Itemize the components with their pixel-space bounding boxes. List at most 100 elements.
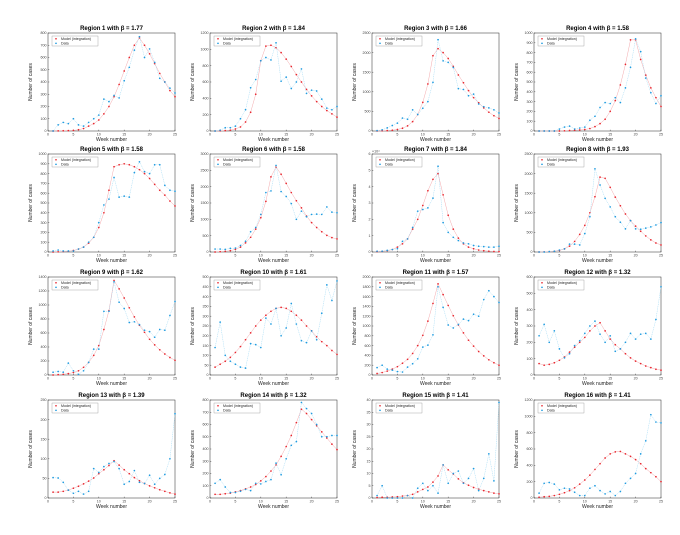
y-tick-label: 0: [45, 496, 47, 500]
x-axis-label: Week number: [582, 137, 613, 143]
data-point: [381, 250, 384, 253]
y-tick-label: 1200: [363, 314, 371, 318]
x-tick-label: 5: [558, 133, 560, 137]
model-point: [493, 492, 495, 494]
data-point: [148, 474, 151, 477]
model-point: [644, 467, 647, 470]
legend-box: [51, 35, 99, 47]
model-point: [158, 72, 161, 75]
legend-data-label: Data: [385, 409, 393, 413]
subplot-7: 0 5 10 15 20 25 0 1 2 3 4 5 6×10⁴ Region 7 with β = 1…: [352, 147, 501, 264]
model-point: [331, 443, 333, 445]
subplot-9: 0 5 10 15 20 25 0 200 400 600 800 1000 1200 1400 Regio…: [28, 270, 177, 387]
data-point: [52, 250, 54, 252]
model-point: [103, 468, 105, 471]
x-tick-label: 5: [396, 254, 398, 258]
data-point: [97, 221, 100, 224]
model-point: [77, 369, 80, 372]
data-point: [143, 56, 146, 59]
y-tick-label: 800: [365, 334, 371, 338]
y-tick-label: 450: [203, 285, 209, 289]
y-tick-label: 3000: [201, 152, 209, 156]
data-point: [108, 462, 110, 465]
data-point: [113, 460, 115, 463]
data-point: [487, 289, 490, 292]
subplot-14: 0 5 10 15 20 25 0 100 200 300 400 500 600 700 800 Regio…: [190, 393, 339, 510]
model-point: [153, 183, 156, 186]
subplot-16: 0 5 10 15 20 25 0 200 400 600 800 1000 1200 Region 16…: [514, 393, 663, 510]
model-point: [259, 480, 262, 482]
data-point: [305, 92, 308, 95]
data-point: [472, 244, 475, 247]
data-point: [325, 283, 328, 286]
legend-data-label: Data: [385, 286, 393, 290]
y-tick-label: 1000: [201, 48, 209, 52]
data-point: [113, 281, 115, 283]
model-point: [447, 304, 450, 307]
model-point: [285, 58, 288, 60]
data-point: [558, 348, 561, 350]
data-point: [224, 126, 227, 129]
model-point: [300, 81, 303, 83]
data-point: [442, 59, 444, 62]
data-point: [634, 38, 637, 40]
model-point: [265, 314, 267, 317]
y-tick-label: 2500: [363, 31, 371, 35]
data-point: [224, 486, 227, 488]
data-point: [583, 494, 586, 497]
model-point: [619, 84, 622, 86]
data-point: [421, 482, 424, 485]
model-point: [563, 129, 566, 132]
legend-model-label: Model (integration): [547, 404, 577, 408]
legend-model-label: Model (integration): [223, 37, 253, 41]
data-point: [103, 310, 105, 313]
model-point: [97, 472, 100, 475]
data-point: [62, 371, 65, 374]
model-point: [143, 172, 146, 175]
legend-model-marker: [55, 158, 57, 161]
data-point: [401, 117, 404, 119]
x-tick-label: 20: [634, 133, 638, 137]
model-point: [67, 372, 70, 375]
data-point: [609, 334, 612, 337]
model-point: [97, 226, 100, 229]
model-point: [325, 109, 328, 112]
model-point: [558, 359, 561, 362]
data-point: [452, 66, 455, 69]
model-point: [498, 364, 500, 367]
model-point: [174, 95, 176, 98]
model-point: [386, 370, 389, 372]
x-tick-label: 25: [659, 500, 663, 504]
y-tick-label: 50: [43, 477, 47, 481]
data-point: [538, 251, 540, 253]
y-tick-label: 400: [527, 90, 533, 94]
model-point: [447, 214, 450, 217]
model-point: [472, 96, 475, 99]
model-point: [148, 338, 151, 341]
y-axis-label: Number of cases: [352, 307, 358, 345]
model-point: [589, 474, 591, 476]
y-tick-label: 0: [531, 373, 533, 377]
y-tick-label: 600: [527, 447, 533, 451]
legend-data-marker: [541, 409, 543, 412]
x-axis-label: Week number: [420, 381, 451, 387]
model-point: [249, 236, 252, 239]
model-point: [249, 486, 252, 488]
data-point: [224, 248, 227, 251]
data-point: [589, 119, 591, 122]
model-point: [639, 58, 642, 61]
data-point: [52, 371, 54, 374]
y-tick-label: 200: [203, 113, 209, 117]
subplot-title: Region 10 with β = 1.61: [240, 270, 307, 276]
y-axis-label: Number of cases: [190, 63, 196, 101]
model-point: [254, 325, 257, 327]
data-point: [406, 238, 409, 240]
data-point: [411, 497, 414, 499]
data-point: [457, 323, 460, 326]
data-point: [62, 250, 65, 252]
subplot-title: Region 5 with β = 1.58: [80, 147, 144, 153]
model-point: [295, 199, 298, 202]
y-tick-label: 40: [367, 398, 371, 402]
model-point: [57, 130, 60, 132]
y-tick-label: 0: [207, 373, 209, 377]
